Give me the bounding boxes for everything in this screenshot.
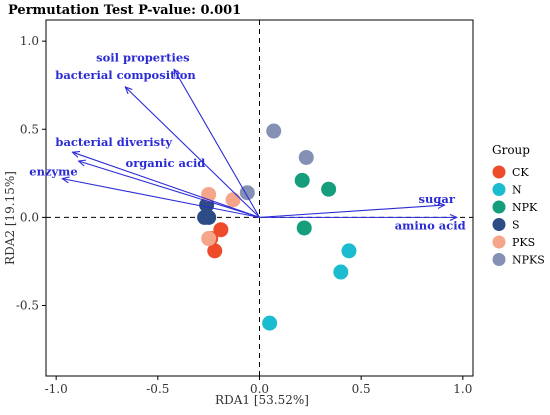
legend-label: CK [512, 166, 529, 179]
data-point [298, 149, 314, 165]
legend-label: N [512, 184, 522, 197]
y-tick-label: 0.5 [20, 122, 39, 136]
legend-swatch [492, 253, 506, 266]
data-point [213, 222, 229, 238]
loading-arrow [259, 205, 445, 218]
loading-arrow-label: soil properties [96, 50, 190, 64]
x-tick-label: -0.5 [146, 382, 169, 396]
loading-arrow-label: enzyme [29, 165, 77, 179]
y-tick-label: 0.0 [20, 210, 39, 224]
loading-arrow-label: amino acid [395, 218, 466, 232]
loading-arrow-label: sugar [419, 192, 456, 206]
legend-title: Group [492, 143, 530, 157]
legend-swatch [492, 165, 506, 179]
legend-label: NPKS [512, 254, 545, 267]
legend-label: NPK [512, 201, 538, 214]
loading-arrow [72, 152, 260, 218]
loading-arrow [174, 69, 260, 218]
data-point [333, 264, 349, 280]
loading-arrow [79, 161, 260, 218]
loading-arrow-label: bacterial diveristy [55, 135, 172, 149]
x-tick-label: -1.0 [45, 382, 68, 396]
x-tick-label: 1.0 [453, 382, 472, 396]
data-point [201, 231, 217, 247]
data-point [262, 315, 278, 331]
data-point [207, 243, 223, 259]
y-tick-label: -0.5 [16, 299, 39, 313]
legend-label: S [512, 219, 520, 232]
loading-arrow [125, 87, 260, 218]
data-point [341, 243, 357, 259]
legend-swatch [492, 200, 506, 214]
y-axis-label: RDA2 [19.15%] [3, 171, 17, 265]
legend-swatch [492, 183, 506, 196]
y-tick-label: 1.0 [20, 34, 39, 48]
x-tick-label: 0.5 [352, 382, 371, 396]
data-point [296, 220, 312, 236]
loading-arrow-label: organic acid [126, 156, 206, 170]
legend-label: PKS [512, 236, 535, 249]
x-axis-label: RDA1 [53.52%] [215, 393, 309, 407]
data-point [225, 192, 241, 208]
x-tick-label: 0.0 [250, 382, 269, 396]
data-point [201, 209, 217, 225]
chart-title: Permutation Test P-value: 0.001 [8, 3, 241, 18]
plot-area: -1.0 -0.5 0.0 0.5 1.0 -0.5 0.0 0.5 1.0 soil prope… [16, 19, 474, 396]
data-point [266, 123, 282, 139]
loading-arrow-label: bacterial composition [55, 68, 196, 82]
legend-swatch [492, 235, 506, 249]
loading-arrow [62, 179, 260, 218]
data-point [294, 172, 310, 188]
data-point [321, 181, 337, 197]
legend-swatch [492, 218, 506, 231]
